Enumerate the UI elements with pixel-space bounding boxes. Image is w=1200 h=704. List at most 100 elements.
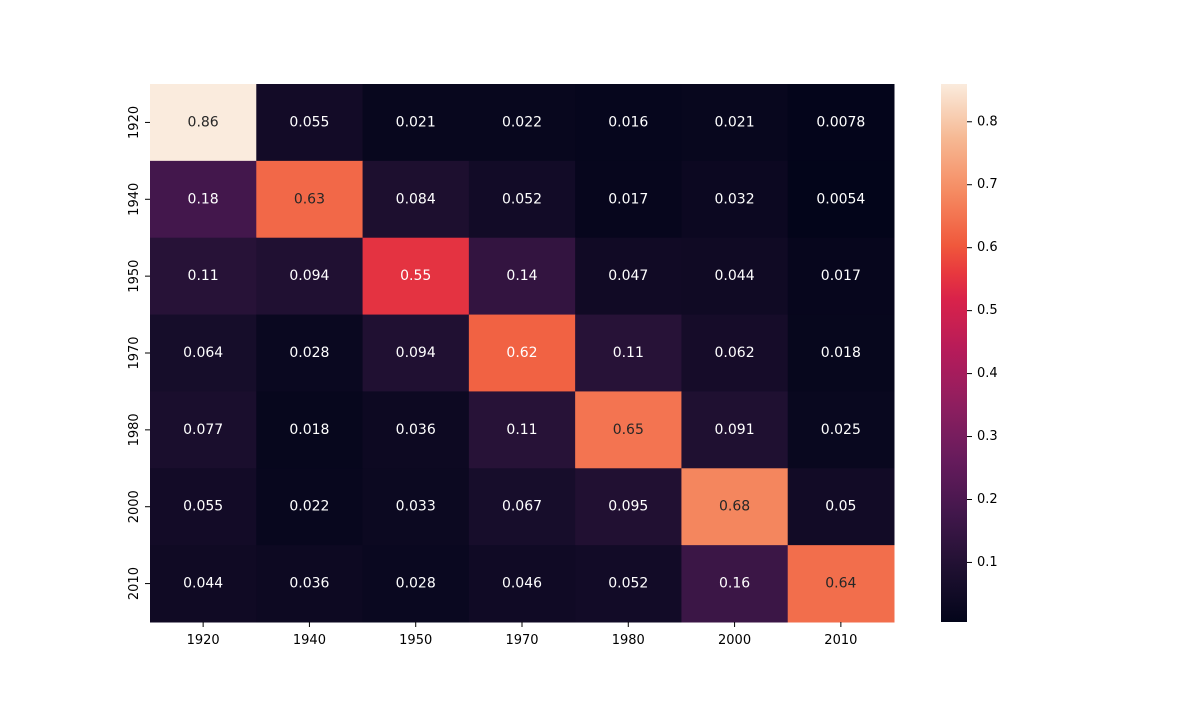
heatmap-cell-label: 0.091 [715,422,755,438]
colorbar-tick-label: 0.5 [977,303,998,318]
heatmap-cell-label: 0.16 [719,576,750,592]
y-axis: 1920 1940 1950 1970 1980 2000 2010 [127,106,150,600]
heatmap-cell-2010-2010 [787,545,895,623]
heatmap-cell-label: 0.021 [715,114,755,130]
colorbar-tick-label: 0.3 [977,429,998,444]
heatmap-cell-2000-1940 [256,468,364,546]
heatmap-cell-label: 0.067 [502,499,542,515]
heatmap-cell-label: 0.036 [396,422,436,438]
heatmap-cell-label: 0.018 [821,345,861,361]
heatmap-cell-1970-2000 [681,314,789,392]
y-tick-label: 1950 [127,260,142,293]
heatmap-cell-1950-1920 [150,237,257,316]
heatmap-cell-1940-1950 [362,160,470,239]
heatmap-cell-label: 0.028 [396,576,436,592]
heatmap-cell-1980-1940 [256,391,364,469]
heatmap-cell-label: 0.046 [502,576,542,592]
heatmap-cell-label: 0.0078 [816,114,865,130]
y-tick-label: 2000 [127,490,142,523]
heatmap-cell-1950-1940 [256,237,364,316]
heatmap-cell-2010-1920 [150,545,257,623]
heatmap-cell-2000-1950 [362,468,470,546]
colorbar: 0.1 0.2 0.3 0.4 0.5 0.6 0.7 0.8 [941,84,998,622]
heatmap-cell-2000-1920 [150,468,257,546]
colorbar-tick-label: 0.8 [977,114,998,129]
heatmap-cell-1940-1970 [468,160,576,239]
heatmap-cell-label: 0.055 [183,499,223,515]
heatmap-cell-label: 0.047 [608,268,648,284]
colorbar-ticks: 0.1 0.2 0.3 0.4 0.5 0.6 0.7 0.8 [967,114,998,570]
heatmap-cell-1940-1980 [575,160,682,239]
heatmap-cell-1950-1950 [362,237,470,316]
heatmap-cell-1920-2010 [787,84,895,162]
heatmap-cell-2000-1980 [575,468,682,546]
heatmap-cell-1920-1950 [362,84,470,162]
heatmap-cell-label: 0.68 [719,499,750,515]
heatmap-cell-label: 0.65 [613,422,644,438]
heatmap-cell-1950-2010 [787,237,895,316]
heatmap-cell-label: 0.052 [502,191,542,207]
heatmap-cell-label: 0.62 [506,345,537,361]
x-tick-label: 1920 [187,633,220,648]
heatmap-cell-label: 0.036 [289,576,329,592]
heatmap-cell-label: 0.094 [289,268,329,284]
heatmap-cell-1970-1920 [150,314,257,392]
heatmap-cell-1980-2010 [787,391,895,469]
colorbar-tick-label: 0.4 [977,366,998,381]
heatmap-cell-1980-1920 [150,391,257,469]
heatmap-cell-2010-1950 [362,545,470,623]
y-tick-label: 1940 [127,183,142,216]
colorbar-tick-label: 0.7 [977,177,998,192]
heatmap-cell-label: 0.022 [289,499,329,515]
heatmap-cell-label: 0.055 [289,114,329,130]
heatmap-cell-label: 0.044 [183,576,223,592]
colorbar-tick-label: 0.2 [977,492,998,507]
heatmap-cell-1920-2000 [681,84,789,162]
heatmap-cell-1920-1940 [256,84,364,162]
heatmap-cell-label: 0.064 [183,345,223,361]
colorbar-tick-label: 0.1 [977,555,998,570]
heatmap-cell-1950-1980 [575,237,682,316]
heatmap-cell-label: 0.084 [396,191,436,207]
heatmap-cell-2000-1970 [468,468,576,546]
x-axis: 1920 1940 1950 1970 1980 2000 2010 [187,622,857,648]
heatmap-cell-1980-2000 [681,391,789,469]
heatmap-cell-label: 0.017 [608,191,648,207]
heatmap-cell-2010-1970 [468,545,576,623]
heatmap-cell-label: 0.044 [715,268,755,284]
heatmap-cell-2000-2010 [787,468,895,546]
heatmap-cell-1980-1980 [575,391,682,469]
heatmap-cell-label: 0.021 [396,114,436,130]
heatmap-cell-label: 0.052 [608,576,648,592]
heatmap-cell-label: 0.022 [502,114,542,130]
heatmap-cell-label: 0.18 [188,191,219,207]
heatmap-cell-1980-1950 [362,391,470,469]
colorbar-tick-label: 0.6 [977,240,998,255]
x-tick-label: 1940 [293,633,326,648]
heatmap-cell-label: 0.025 [821,422,861,438]
heatmap-cell-1940-1920 [150,160,257,239]
heatmap-cell-2000-2000 [681,468,789,546]
heatmap-cell-label: 0.11 [613,345,644,361]
heatmap-cell-1970-1970 [468,314,576,392]
heatmap-cell-label: 0.018 [289,422,329,438]
heatmap-cell-1970-1940 [256,314,364,392]
heatmap-cell-label: 0.032 [715,191,755,207]
heatmap-cell-label: 0.0054 [816,191,865,207]
x-tick-label: 1970 [505,633,538,648]
heatmap-cell-label: 0.64 [825,576,856,592]
heatmap-cell-label: 0.016 [608,114,648,130]
y-tick-label: 2010 [127,567,142,600]
heatmap-cell-1970-2010 [787,314,895,392]
heatmap-cell-label: 0.63 [294,191,325,207]
heatmap-cell-label: 0.094 [396,345,436,361]
heatmap-cell-label: 0.028 [289,345,329,361]
heatmap-cell-1940-2000 [681,160,789,239]
x-tick-label: 2010 [824,633,857,648]
heatmap-cell-label: 0.55 [400,268,431,284]
heatmap-cell-1970-1980 [575,314,682,392]
heatmap-cell-label: 0.11 [188,268,219,284]
y-tick-label: 1980 [127,413,142,446]
heatmap-cell-1950-2000 [681,237,789,316]
